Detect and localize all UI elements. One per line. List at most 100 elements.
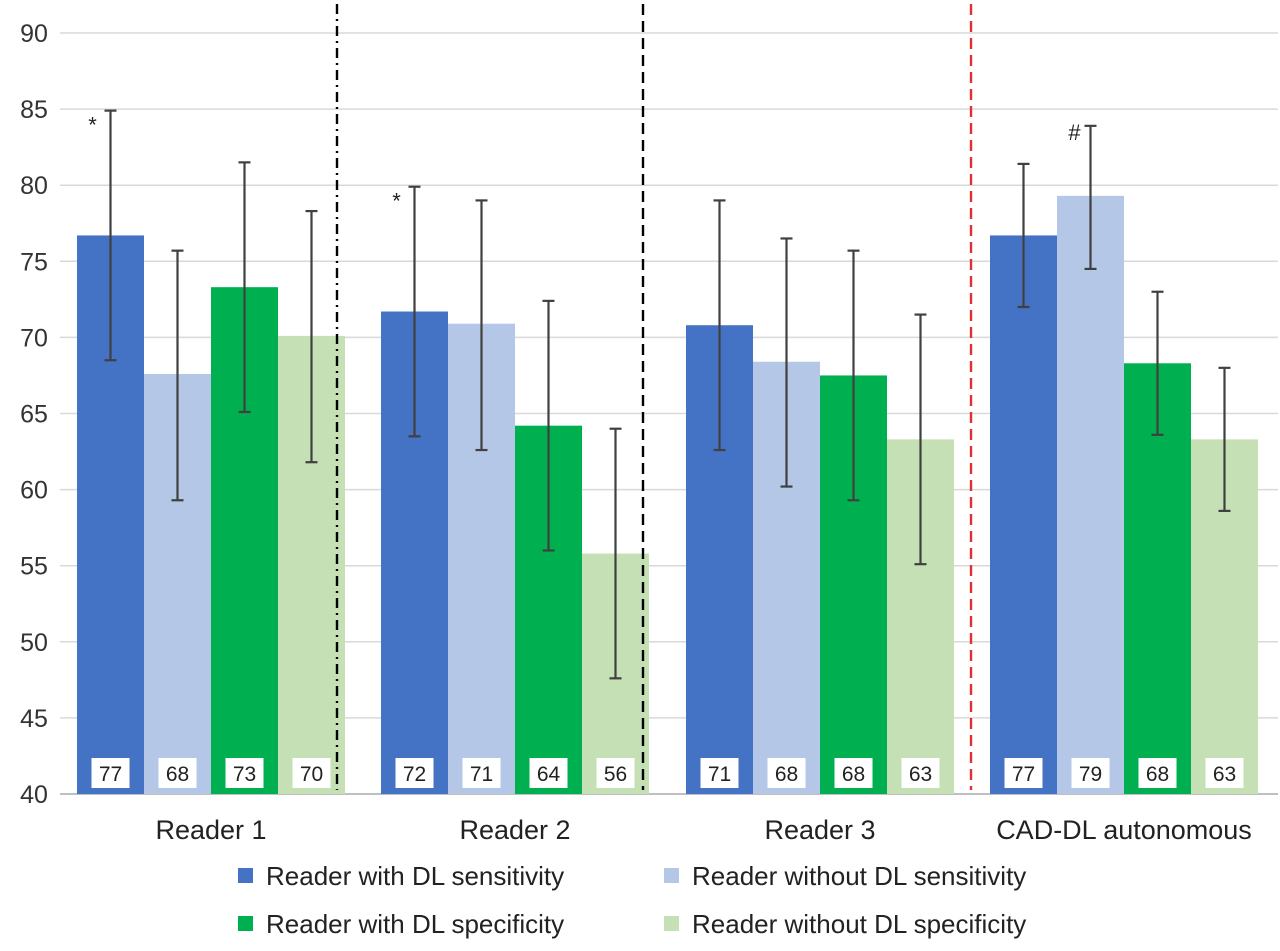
y-tick-label: 50 [20, 629, 48, 657]
legend-label: Reader with DL sensitivity [266, 861, 564, 891]
data-label: 68 [834, 758, 873, 788]
y-tick-label: 40 [20, 781, 48, 809]
significance-mark: * [88, 113, 97, 138]
error-bar [1151, 290, 1164, 436]
data-label: 77 [1004, 758, 1043, 788]
data-label-box [395, 758, 434, 788]
data-label: 64 [529, 758, 568, 788]
bars [77, 195, 1258, 794]
data-label-box [901, 758, 940, 788]
data-label-text: 71 [708, 763, 731, 786]
error-bar [408, 185, 421, 438]
data-label-box [1071, 758, 1110, 788]
data-label: 63 [1205, 758, 1244, 788]
data-label-text: 68 [842, 763, 865, 786]
data-label-box [158, 758, 197, 788]
y-tick-label: 85 [20, 96, 48, 124]
data-label-box [91, 758, 130, 788]
legend-label: Reader without DL sensitivity [692, 861, 1026, 891]
error-bar [780, 237, 793, 488]
legend-item: Reader with DL sensitivity [238, 861, 564, 891]
data-label: 70 [292, 758, 331, 788]
data-label-text: 63 [909, 763, 932, 786]
data-label-box [767, 758, 806, 788]
y-tick-label: 80 [20, 172, 48, 200]
data-label-box [700, 758, 739, 788]
error-bar [1218, 366, 1231, 513]
error-bar [1084, 124, 1097, 271]
bar [990, 235, 1057, 794]
group-separators [335, 4, 973, 790]
error-bar [1017, 162, 1030, 309]
legend-swatch [664, 916, 679, 931]
data-label-text: 72 [403, 763, 426, 786]
data-labels: 77 72 71 77 68 71 68 79 73 64 68 68 70 56 63 63 [91, 758, 1244, 788]
legend-item: Reader without DL sensitivity [664, 861, 1026, 891]
category-label: Reader 3 [764, 815, 875, 845]
data-label-text: 77 [99, 763, 122, 786]
data-label-box [462, 758, 501, 788]
legend-swatch [664, 868, 679, 883]
legend-swatch [238, 916, 253, 931]
bar [1057, 195, 1124, 794]
y-axis-ticks: 40 45 50 55 60 65 70 75 80 85 90 [20, 20, 48, 809]
data-label: 68 [767, 758, 806, 788]
legend-label: Reader without DL specificity [692, 909, 1026, 939]
data-label-box [1205, 758, 1244, 788]
data-label: 68 [1138, 758, 1177, 788]
error-bar [914, 313, 927, 566]
data-label: 77 [91, 758, 130, 788]
data-label: 72 [395, 758, 434, 788]
y-tick-label: 60 [20, 477, 48, 505]
category-label: CAD-DL autonomous [996, 815, 1252, 845]
legend-swatch [238, 868, 253, 883]
data-label: 71 [462, 758, 501, 788]
data-label: 63 [901, 758, 940, 788]
data-label-box [1004, 758, 1043, 788]
data-label-box [834, 758, 873, 788]
data-label: 68 [158, 758, 197, 788]
data-label-text: 79 [1079, 763, 1102, 786]
significance-annotations: * * # [88, 113, 1081, 214]
data-label-box [1138, 758, 1177, 788]
data-label-box [529, 758, 568, 788]
data-label-text: 64 [537, 763, 561, 786]
data-label: 73 [225, 758, 264, 788]
y-tick-label: 90 [20, 20, 48, 48]
legend-item: Reader without DL specificity [664, 909, 1026, 939]
data-label-box [225, 758, 264, 788]
data-label-text: 73 [233, 763, 256, 786]
y-tick-label: 65 [20, 401, 48, 429]
legend: Reader with DL sensitivity Reader without… [238, 861, 1026, 939]
error-bar [475, 199, 488, 452]
category-label: Reader 2 [459, 815, 570, 845]
error-bar [104, 109, 117, 362]
data-label-text: 56 [604, 763, 627, 786]
data-label-text: 63 [1213, 763, 1236, 786]
data-label: 79 [1071, 758, 1110, 788]
error-bar [847, 249, 860, 502]
data-label-text: 68 [775, 763, 798, 786]
error-bar [609, 427, 622, 680]
legend-label: Reader with DL specificity [266, 909, 564, 939]
data-label-text: 70 [300, 763, 323, 786]
error-bar [305, 209, 318, 464]
data-label: 71 [700, 758, 739, 788]
legend-item: Reader with DL specificity [238, 909, 564, 939]
y-tick-label: 75 [20, 248, 48, 276]
error-bar [171, 249, 184, 502]
y-tick-label: 45 [20, 705, 48, 733]
y-tick-label: 70 [20, 324, 48, 352]
error-bar [542, 299, 555, 552]
category-labels: Reader 1 Reader 2 Reader 3 CAD-DL autonomou… [155, 815, 1251, 845]
category-label: Reader 1 [155, 815, 266, 845]
data-label-text: 77 [1012, 763, 1035, 786]
error-bar [238, 161, 251, 414]
data-label-text: 71 [470, 763, 493, 786]
data-label-box [596, 758, 635, 788]
data-label-box [292, 758, 331, 788]
significance-mark: * [392, 189, 401, 214]
significance-mark: # [1068, 120, 1081, 145]
